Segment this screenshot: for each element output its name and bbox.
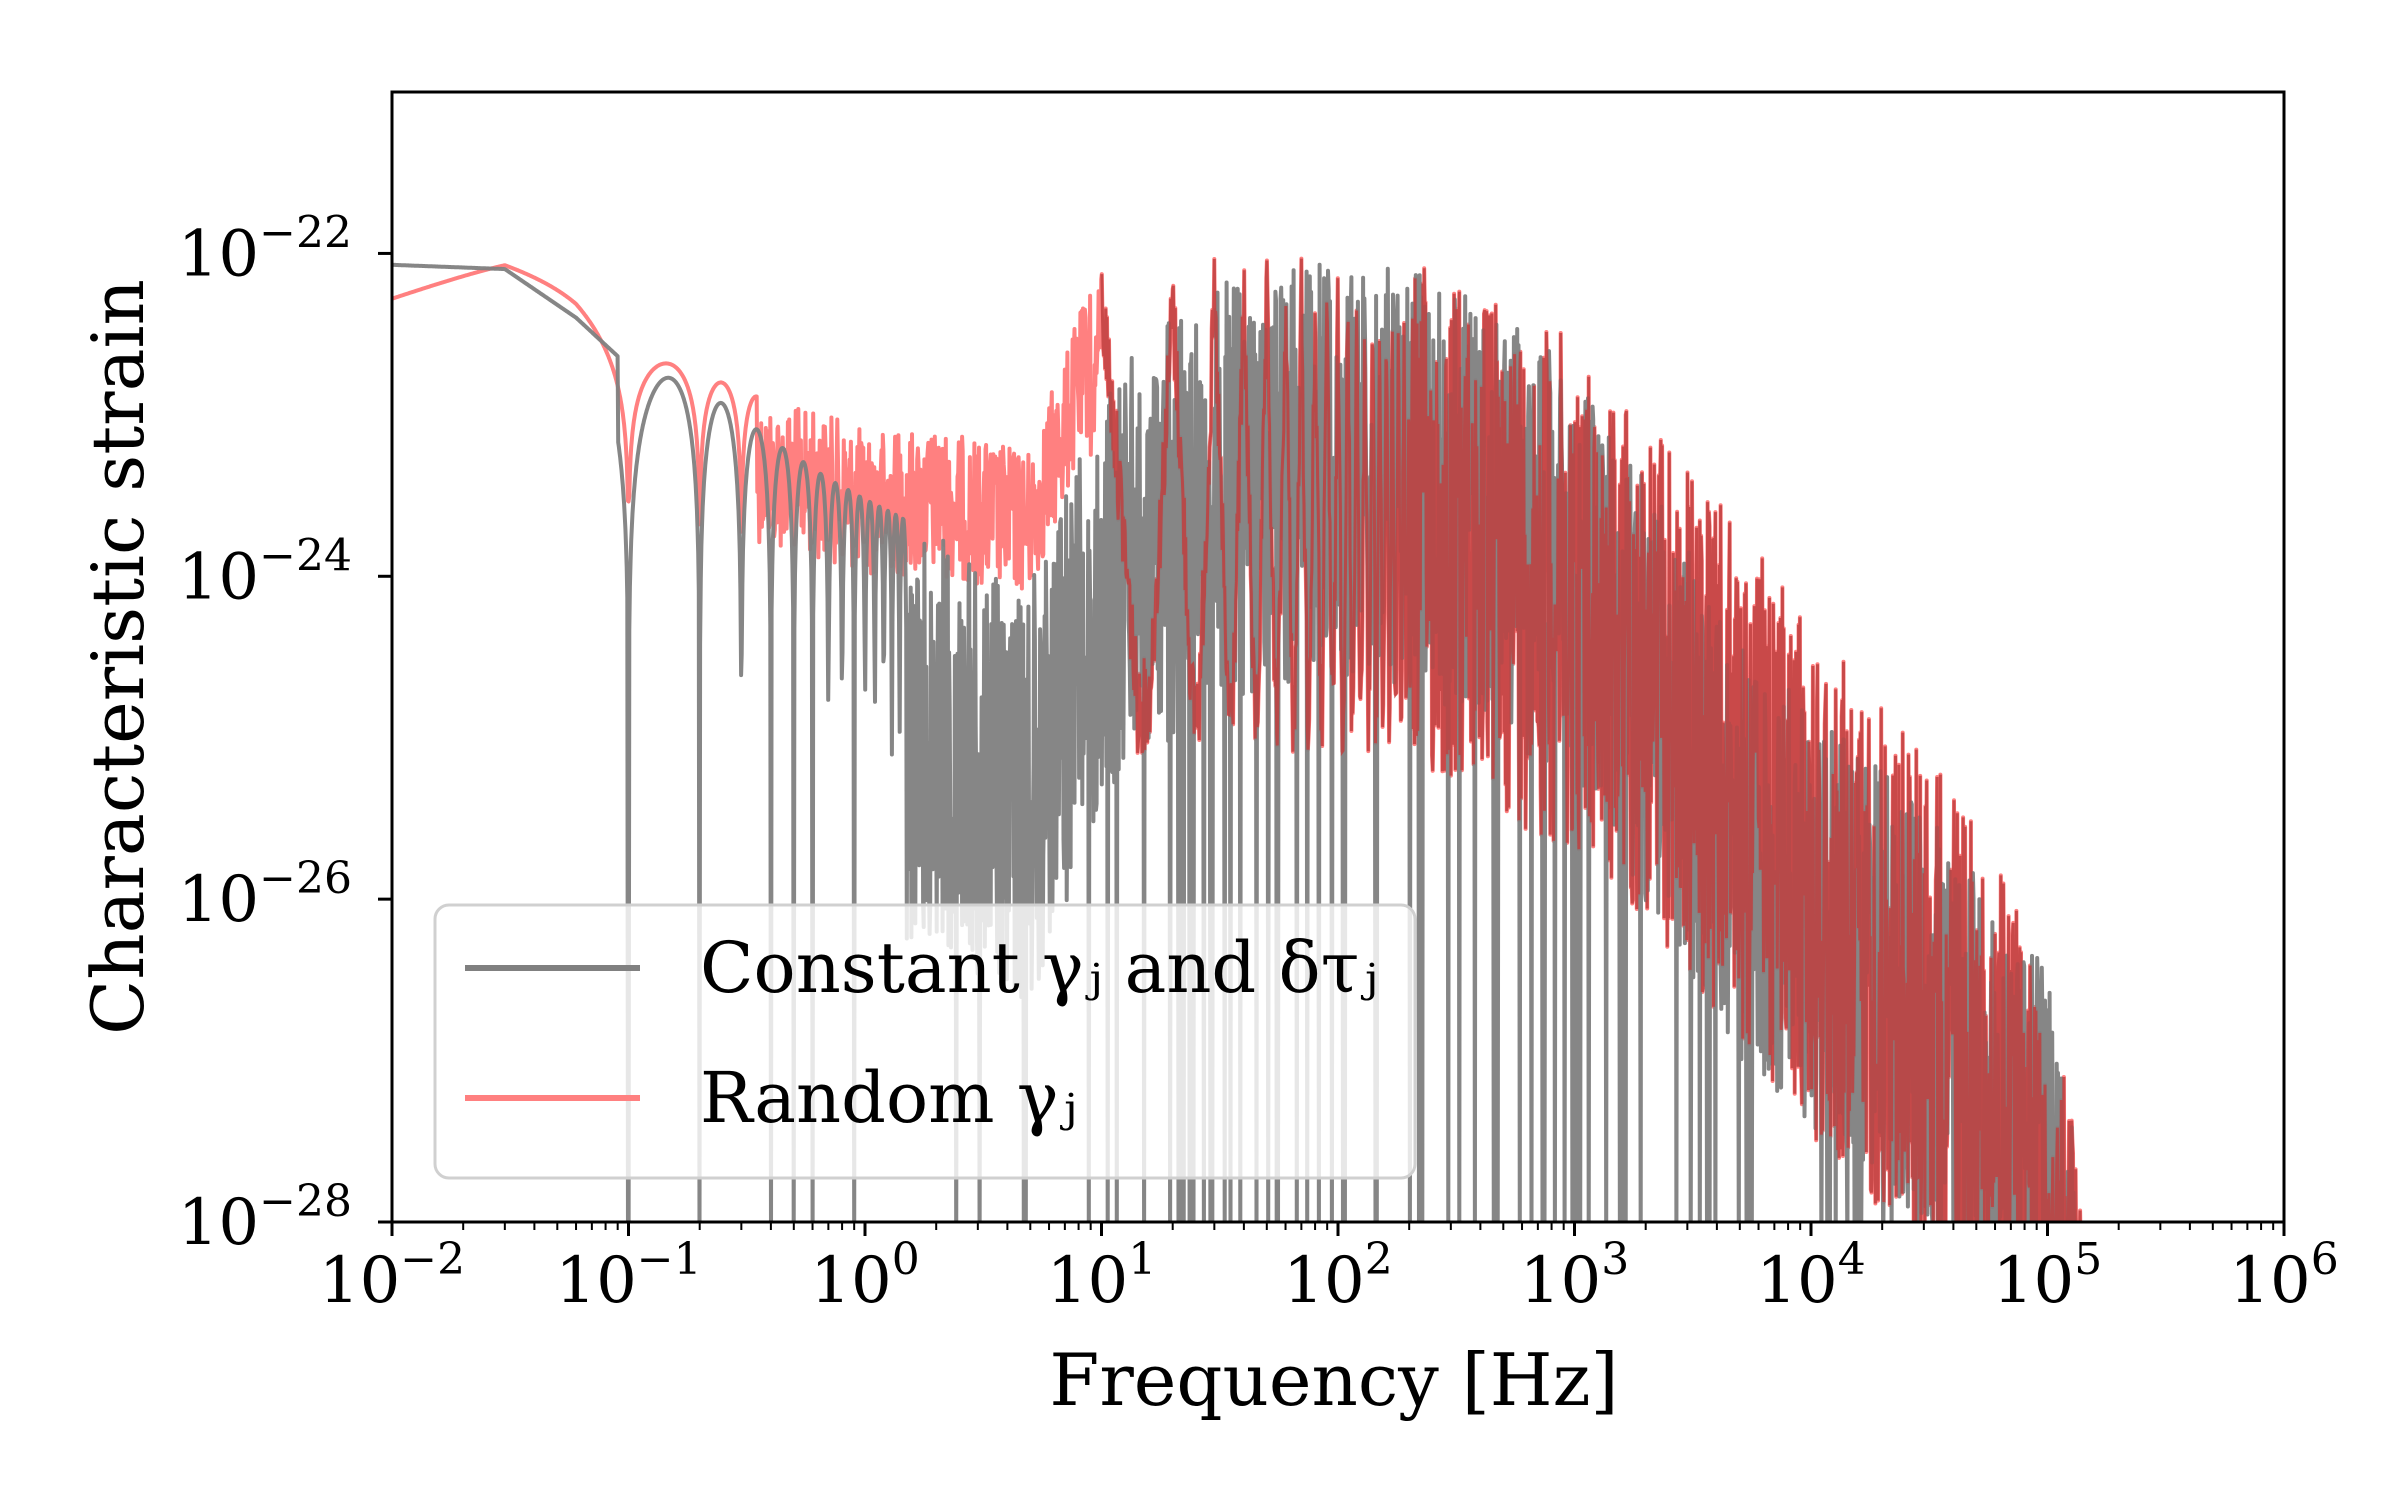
y-tick-label: 10−24 — [178, 530, 352, 614]
legend-box — [433, 903, 1417, 1180]
y-axis-label: Characteristic strain — [76, 279, 160, 1035]
ticks-layer — [378, 251, 2286, 1236]
x-tick-label: 100 — [810, 1234, 919, 1318]
legend-label-constant: Constant γⱼ and δτⱼ — [700, 927, 1378, 1009]
x-tick-label: 103 — [1520, 1234, 1629, 1318]
x-tick-label: 102 — [1283, 1234, 1392, 1318]
x-tick-label: 105 — [1993, 1234, 2102, 1318]
x-tick-label: 104 — [1756, 1234, 1865, 1318]
series-overlap-line — [1100, 258, 2082, 1222]
x-tick-label: 10−2 — [319, 1234, 465, 1318]
y-tick-label: 10−26 — [178, 853, 352, 937]
y-tick-label: 10−28 — [178, 1176, 352, 1260]
x-axis-label: Frequency [Hz] — [1049, 1338, 1618, 1422]
x-tick-label: 101 — [1047, 1234, 1156, 1318]
tick-labels-layer: 10−2 10−1 100 101 102 103 104 105 106 10−22 10−24 1… — [178, 207, 2339, 1318]
legend: Constant γⱼ and δτⱼ Random γⱼ — [433, 903, 1417, 1180]
x-tick-label: 106 — [2229, 1234, 2338, 1318]
x-tick-label: 10−1 — [555, 1234, 701, 1318]
legend-label-random: Random γⱼ — [700, 1057, 1077, 1139]
series-layer — [392, 256, 2083, 1222]
y-tick-label: 10−22 — [178, 207, 352, 291]
